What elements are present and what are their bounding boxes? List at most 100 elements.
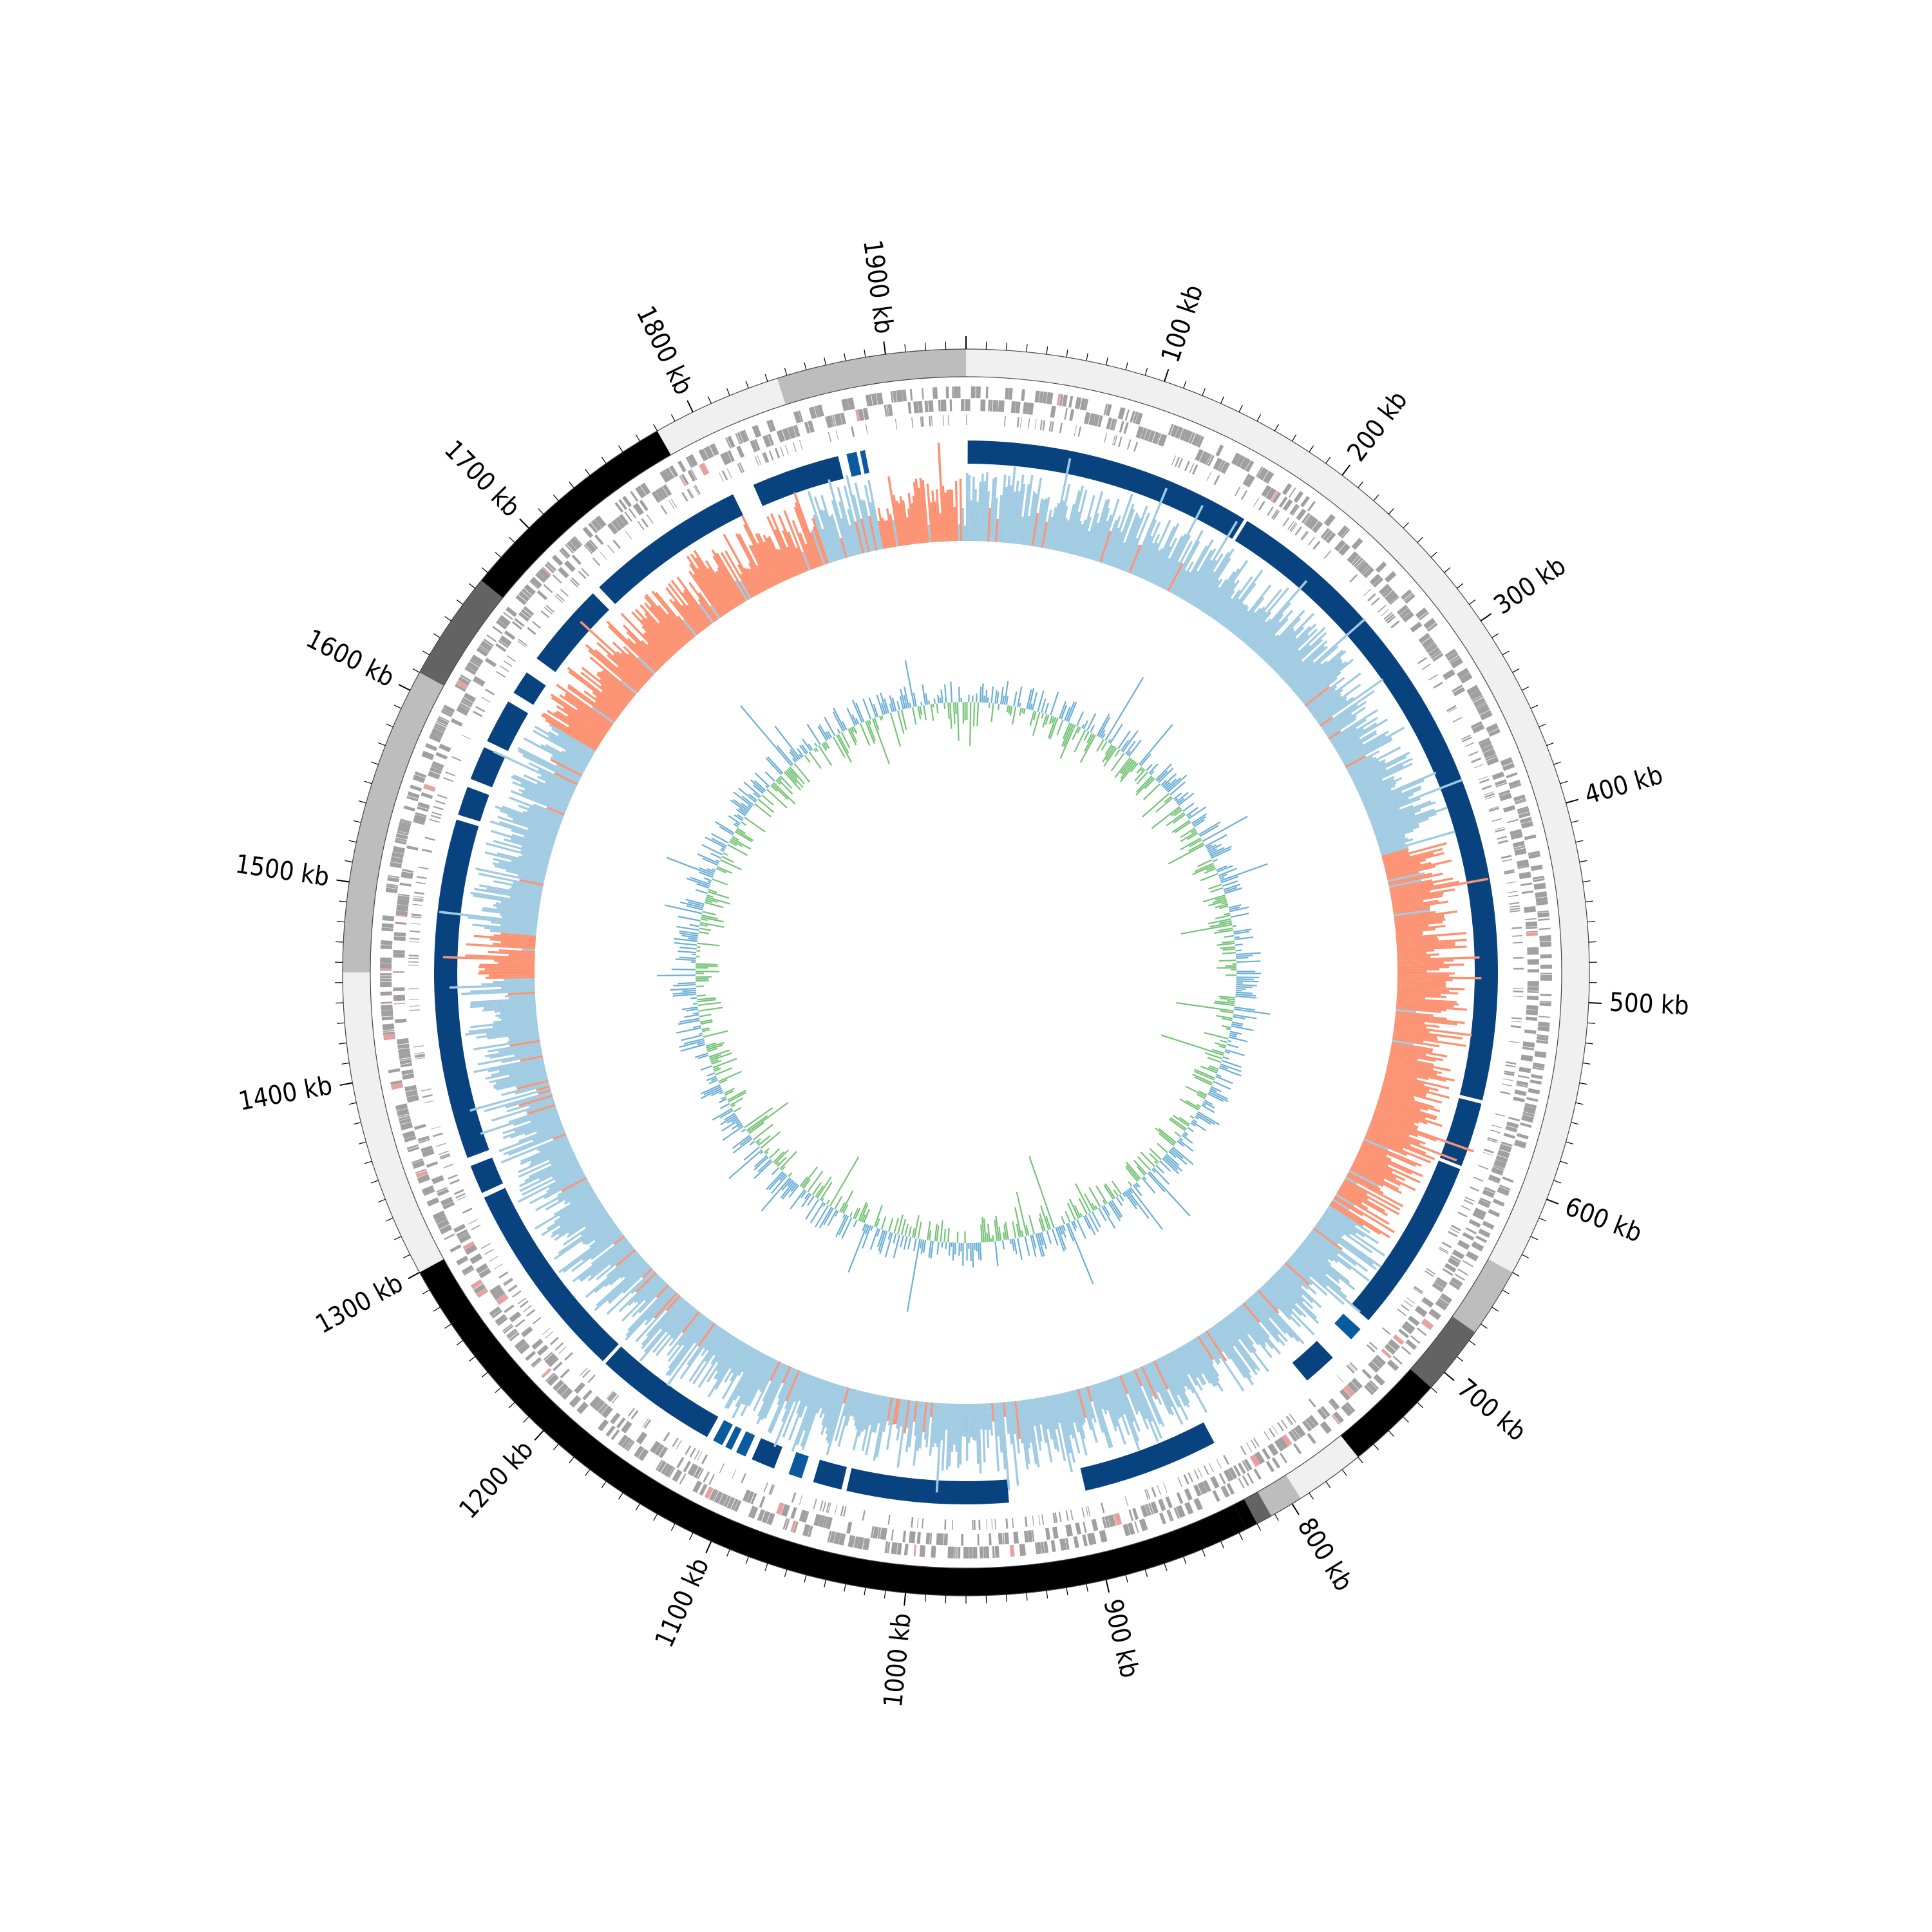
gene-feature [468, 1219, 478, 1225]
gc-skew-bar [1337, 730, 1378, 755]
gc-content-bar [1098, 717, 1111, 737]
gene-feature [1482, 1189, 1495, 1198]
gc-content-bar [880, 715, 884, 719]
gc-skew-bar [536, 1137, 568, 1151]
gene-feature [965, 399, 966, 411]
gc-skew-bar [538, 1089, 551, 1095]
gc-skew-bar [1394, 918, 1446, 926]
gene-feature [1400, 1304, 1410, 1312]
gc-skew-bar [621, 1278, 664, 1322]
gene-feature [508, 1285, 518, 1293]
gc-skew-bar [1374, 806, 1448, 834]
gc-content-bar [1215, 896, 1226, 901]
gc-skew-bar [554, 1166, 582, 1182]
gene-feature [1043, 1541, 1049, 1553]
gc-skew-bar [1211, 580, 1240, 619]
gc-content-bar [664, 904, 703, 914]
gc-skew-bar [1133, 535, 1153, 576]
tick-label: 1100 kb [650, 1553, 715, 1652]
gc-skew-bar [766, 537, 788, 581]
gc-content-bar [722, 1125, 744, 1141]
gene-feature [798, 410, 804, 422]
gene-feature [1441, 1242, 1452, 1249]
gene-feature [668, 465, 679, 478]
gc-skew-bar [682, 619, 697, 637]
minor-tick [1358, 1457, 1363, 1464]
gc-skew-bar [705, 560, 737, 609]
gene-feature [1524, 905, 1536, 913]
gc-skew-bar [1094, 520, 1108, 561]
gene-feature [1244, 1459, 1253, 1471]
gene-feature [774, 448, 781, 459]
gc-skew-bar [546, 1197, 599, 1231]
gc-skew-bar [656, 1284, 670, 1298]
gene-feature [1188, 1472, 1193, 1482]
gene-feature [996, 400, 999, 412]
gc-content-bar [1064, 706, 1071, 721]
gene-feature [517, 1297, 527, 1305]
gc-skew-bar [756, 565, 770, 589]
gene-feature [1421, 1318, 1434, 1331]
gc-content-bar [800, 1190, 807, 1198]
minor-tick [1125, 362, 1128, 370]
gene-feature [489, 1256, 498, 1262]
gc-content-bar [741, 1128, 746, 1133]
gc-content-bar [998, 1226, 1002, 1241]
gc-skew-bar [1054, 484, 1071, 551]
gene-feature [972, 1519, 974, 1530]
gene-feature [1124, 409, 1130, 421]
gene-feature [940, 399, 947, 412]
gene-feature [413, 814, 426, 823]
gene-feature [1522, 890, 1534, 895]
gc-content-bar [853, 726, 858, 734]
gene-feature [748, 1506, 755, 1518]
gene-feature [918, 401, 923, 413]
gc-skew-bar [1088, 1385, 1104, 1433]
gc-skew-bar [1387, 865, 1436, 878]
gene-feature [1444, 1263, 1457, 1273]
gc-content-bar [706, 1041, 725, 1049]
gene-feature [1520, 1122, 1532, 1128]
gc-content-bar [703, 1030, 728, 1038]
minor-tick [523, 1416, 529, 1423]
gc-skew-bar [519, 878, 544, 886]
gc-content-bar [827, 1209, 837, 1226]
gc-skew-bar [1353, 1161, 1401, 1186]
alignment-block [599, 494, 743, 604]
gene-feature [1494, 826, 1505, 831]
gene-feature [1309, 1415, 1319, 1426]
gc-skew-bar [1371, 1118, 1418, 1137]
gene-feature [1527, 947, 1539, 951]
gc-skew-bar [1179, 1347, 1198, 1378]
gene-feature [553, 1361, 563, 1372]
gene-feature [896, 1542, 902, 1555]
gene-feature [1501, 1141, 1513, 1147]
gc-skew-bar [1101, 1381, 1119, 1427]
gene-feature [1385, 614, 1394, 622]
gc-content-bar [1000, 687, 1004, 705]
minor-tick [1164, 1563, 1168, 1571]
gc-content-bar [672, 993, 697, 997]
gc-skew-bar [1106, 1379, 1122, 1418]
gene-feature [1510, 909, 1520, 913]
gene-feature [536, 1345, 549, 1356]
gc-skew-bar [545, 719, 597, 752]
gene-feature [1503, 805, 1516, 813]
gene-feature [985, 386, 989, 399]
gene-feature [1452, 685, 1463, 692]
gene-feature [607, 545, 615, 554]
gc-skew-bar [517, 1168, 583, 1203]
gc-skew-bar [693, 573, 724, 617]
gc-skew-bar [1215, 598, 1233, 621]
gene-feature [1124, 1496, 1129, 1506]
gc-skew-bar [1312, 695, 1342, 717]
gc-skew-bar [1397, 949, 1435, 953]
gc-content-bar [983, 696, 985, 703]
gc-skew-bar [635, 1293, 679, 1343]
gene-feature [1008, 388, 1013, 400]
alignment-block [513, 672, 546, 705]
gc-skew-bar [1077, 495, 1095, 556]
gene-feature [605, 1425, 616, 1437]
gene-feature [1242, 473, 1251, 485]
gene-feature [1291, 1428, 1300, 1440]
